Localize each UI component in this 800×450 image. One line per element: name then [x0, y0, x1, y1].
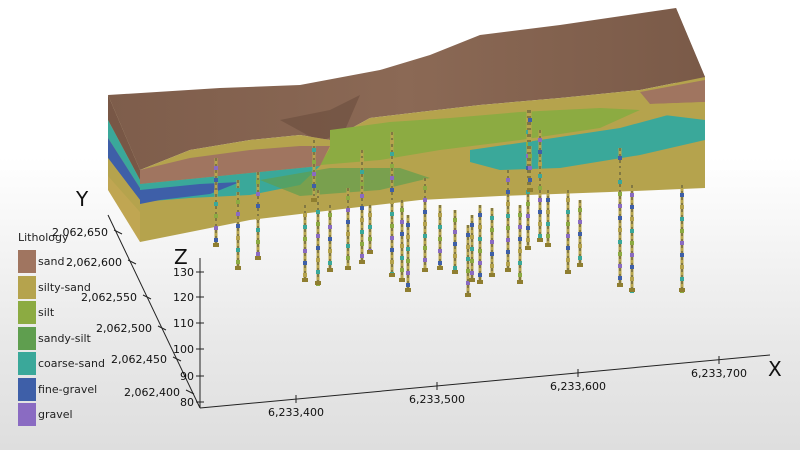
y-axis-line [107, 214, 201, 409]
legend-item-sand: sand [18, 250, 138, 276]
y-axis-letter: Y [75, 187, 89, 211]
borehole[interactable] [577, 200, 583, 267]
y-tick-label: 2,062,550 [81, 291, 137, 304]
legend-label: coarse-sand [38, 357, 105, 370]
y-tick [185, 389, 195, 395]
legend-item-sandy-silt: sandy-silt [18, 326, 138, 353]
layer-silt [320, 108, 640, 165]
legend-label: sandy-silt [38, 331, 91, 345]
borehole[interactable] [537, 130, 543, 242]
borehole[interactable] [302, 205, 308, 282]
legend-swatch [18, 250, 36, 273]
legend-item-gravel: gravel [18, 403, 138, 429]
layer-sandy-silt [260, 168, 430, 196]
y-tick-label: 2,062,400 [124, 386, 180, 399]
borehole[interactable] [517, 205, 523, 284]
legend-swatch [18, 352, 36, 375]
layer-sand-upper [640, 80, 705, 104]
model-left-face [108, 95, 140, 242]
legend-item-coarse-sand: coarse-sand [18, 352, 138, 378]
legend-swatch [18, 377, 36, 401]
borehole[interactable] [469, 215, 475, 282]
y-tick [127, 259, 137, 265]
z-tick-label: 130 [173, 266, 194, 279]
legend-swatch [18, 326, 36, 350]
layer-sand-lower [140, 146, 330, 184]
y-tick [142, 294, 152, 300]
lithology-legend: Lithology sand silty-sand silt sandy-silt co… [18, 230, 138, 429]
legend-item-silty-sand: silty-sand [18, 275, 138, 302]
axes-group: X Y Z 6,233,400 6,233,500 6,233,600 6,233,7… [52, 187, 782, 419]
borehole[interactable] [399, 200, 405, 282]
x-tick-label: 6,233,500 [409, 393, 465, 406]
borehole[interactable] [311, 140, 317, 202]
borehole[interactable] [505, 170, 511, 272]
legend-label: fine-gravel [38, 382, 98, 396]
legend-swatch [18, 275, 36, 299]
borehole[interactable] [629, 185, 635, 293]
borehole[interactable] [465, 225, 471, 297]
z-tick-label: 110 [173, 317, 194, 330]
x-axis-line [199, 354, 771, 409]
borehole[interactable] [477, 205, 483, 284]
legend-label: silt [38, 306, 55, 319]
legend-label: sand [38, 255, 65, 268]
borehole[interactable] [422, 178, 428, 272]
legend-label: silty-sand [38, 280, 91, 294]
borehole[interactable] [617, 148, 623, 287]
z-tick-label: 100 [173, 343, 194, 356]
borehole[interactable] [327, 205, 333, 272]
borehole[interactable] [255, 172, 261, 260]
borehole[interactable] [437, 205, 443, 270]
boreholes-group [213, 110, 685, 297]
model-top-surface [108, 8, 705, 170]
borehole[interactable] [405, 215, 411, 292]
legend-item-fine-gravel: fine-gravel [18, 377, 138, 404]
legend-swatch [18, 301, 36, 324]
borehole[interactable] [315, 190, 321, 286]
borehole[interactable] [452, 210, 458, 274]
x-axis-letter: X [768, 357, 782, 381]
z-tick-label: 90 [180, 370, 194, 383]
legend-label: gravel [38, 408, 73, 421]
z-tick-label: 120 [173, 291, 194, 304]
borehole[interactable] [389, 132, 395, 277]
y-tick-label: 2,062,600 [66, 256, 122, 269]
y-tick-label: 2,062,450 [111, 353, 167, 366]
borehole[interactable] [235, 180, 241, 270]
y-tick-label: 2,062,650 [52, 226, 108, 239]
borehole[interactable] [489, 208, 495, 277]
borehole[interactable] [527, 110, 533, 192]
legend-title: Lithology [18, 231, 69, 244]
y-tick [157, 325, 167, 331]
borehole[interactable] [679, 185, 685, 293]
x-tick-label: 6,233,700 [691, 367, 747, 380]
legend-item-silt: silt [18, 301, 138, 327]
borehole[interactable] [359, 150, 365, 264]
borehole[interactable] [565, 190, 571, 274]
y-tick [172, 356, 182, 362]
y-tick [113, 229, 123, 235]
borehole[interactable] [213, 158, 219, 247]
layer-silty-sand-upper [640, 102, 705, 120]
borehole[interactable] [545, 190, 551, 247]
borehole[interactable] [345, 188, 351, 270]
borehole[interactable] [367, 205, 373, 254]
legend-swatch [18, 403, 36, 426]
x-tick-label: 6,233,600 [550, 380, 606, 393]
x-tick-label: 6,233,400 [268, 406, 324, 419]
z-axis-letter: Z [174, 245, 188, 269]
y-tick-label: 2,062,500 [96, 322, 152, 335]
z-tick-label: 80 [180, 396, 194, 409]
